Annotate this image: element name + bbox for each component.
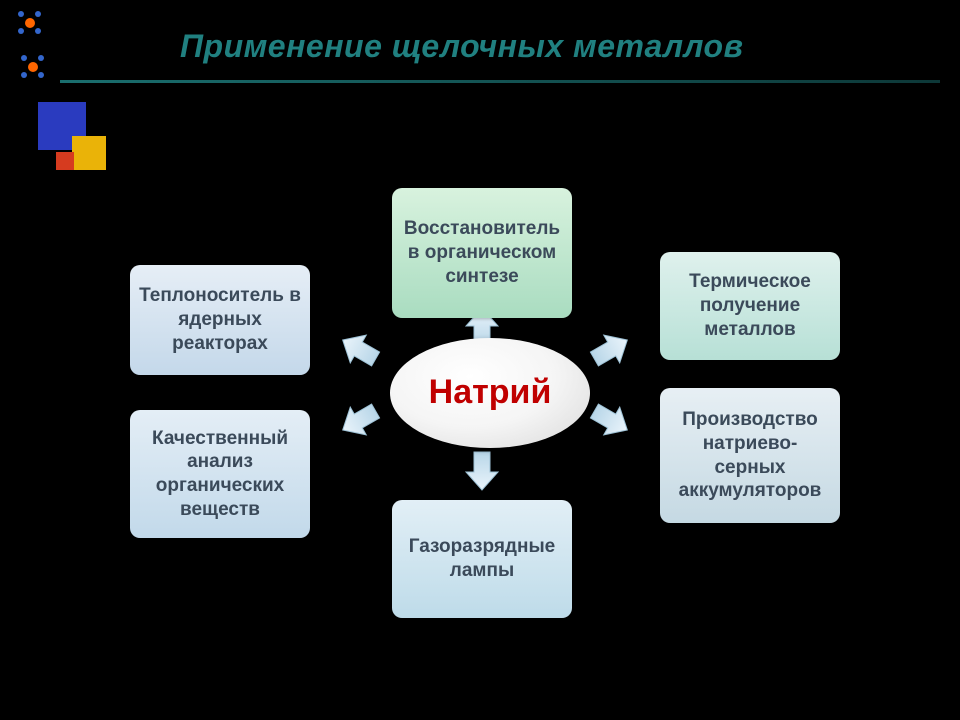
concept-box-left-upper: Теплоноситель в ядерных реакторах bbox=[130, 265, 310, 375]
concept-box-label: Качественный анализ органических веществ bbox=[138, 427, 302, 522]
molecule-decor bbox=[18, 52, 48, 82]
concept-box-label: Термическое получение металлов bbox=[668, 270, 832, 341]
concept-box-right-upper: Термическое получение металлов bbox=[660, 252, 840, 360]
concept-box-right-lower: Производство натриево-серных аккумулятор… bbox=[660, 388, 840, 523]
concept-box-label: Восстановитель в органическом синтезе bbox=[400, 217, 564, 288]
concept-box-label: Газоразрядные лампы bbox=[409, 535, 556, 583]
arrow-icon bbox=[580, 320, 640, 380]
center-node: Натрий bbox=[390, 338, 590, 448]
page-title: Применение щелочных металлов bbox=[180, 28, 743, 65]
center-node-label: Натрий bbox=[429, 375, 552, 411]
molecule-decor bbox=[15, 8, 45, 38]
deco-square bbox=[72, 136, 106, 170]
concept-box-left-lower: Качественный анализ органических веществ bbox=[130, 410, 310, 538]
arrow-icon bbox=[330, 390, 390, 450]
concept-box-label: Производство натриево-серных аккумулятор… bbox=[668, 408, 832, 503]
concept-box-label: Теплоноситель в ядерных реакторах bbox=[138, 284, 302, 355]
arrow-icon bbox=[460, 448, 504, 492]
concept-box-bottom: Газоразрядные лампы bbox=[392, 500, 572, 618]
title-underline bbox=[60, 80, 940, 83]
concept-box-top: Восстановитель в органическом синтезе bbox=[392, 188, 572, 318]
arrow-icon bbox=[330, 320, 390, 380]
deco-square bbox=[56, 152, 74, 170]
